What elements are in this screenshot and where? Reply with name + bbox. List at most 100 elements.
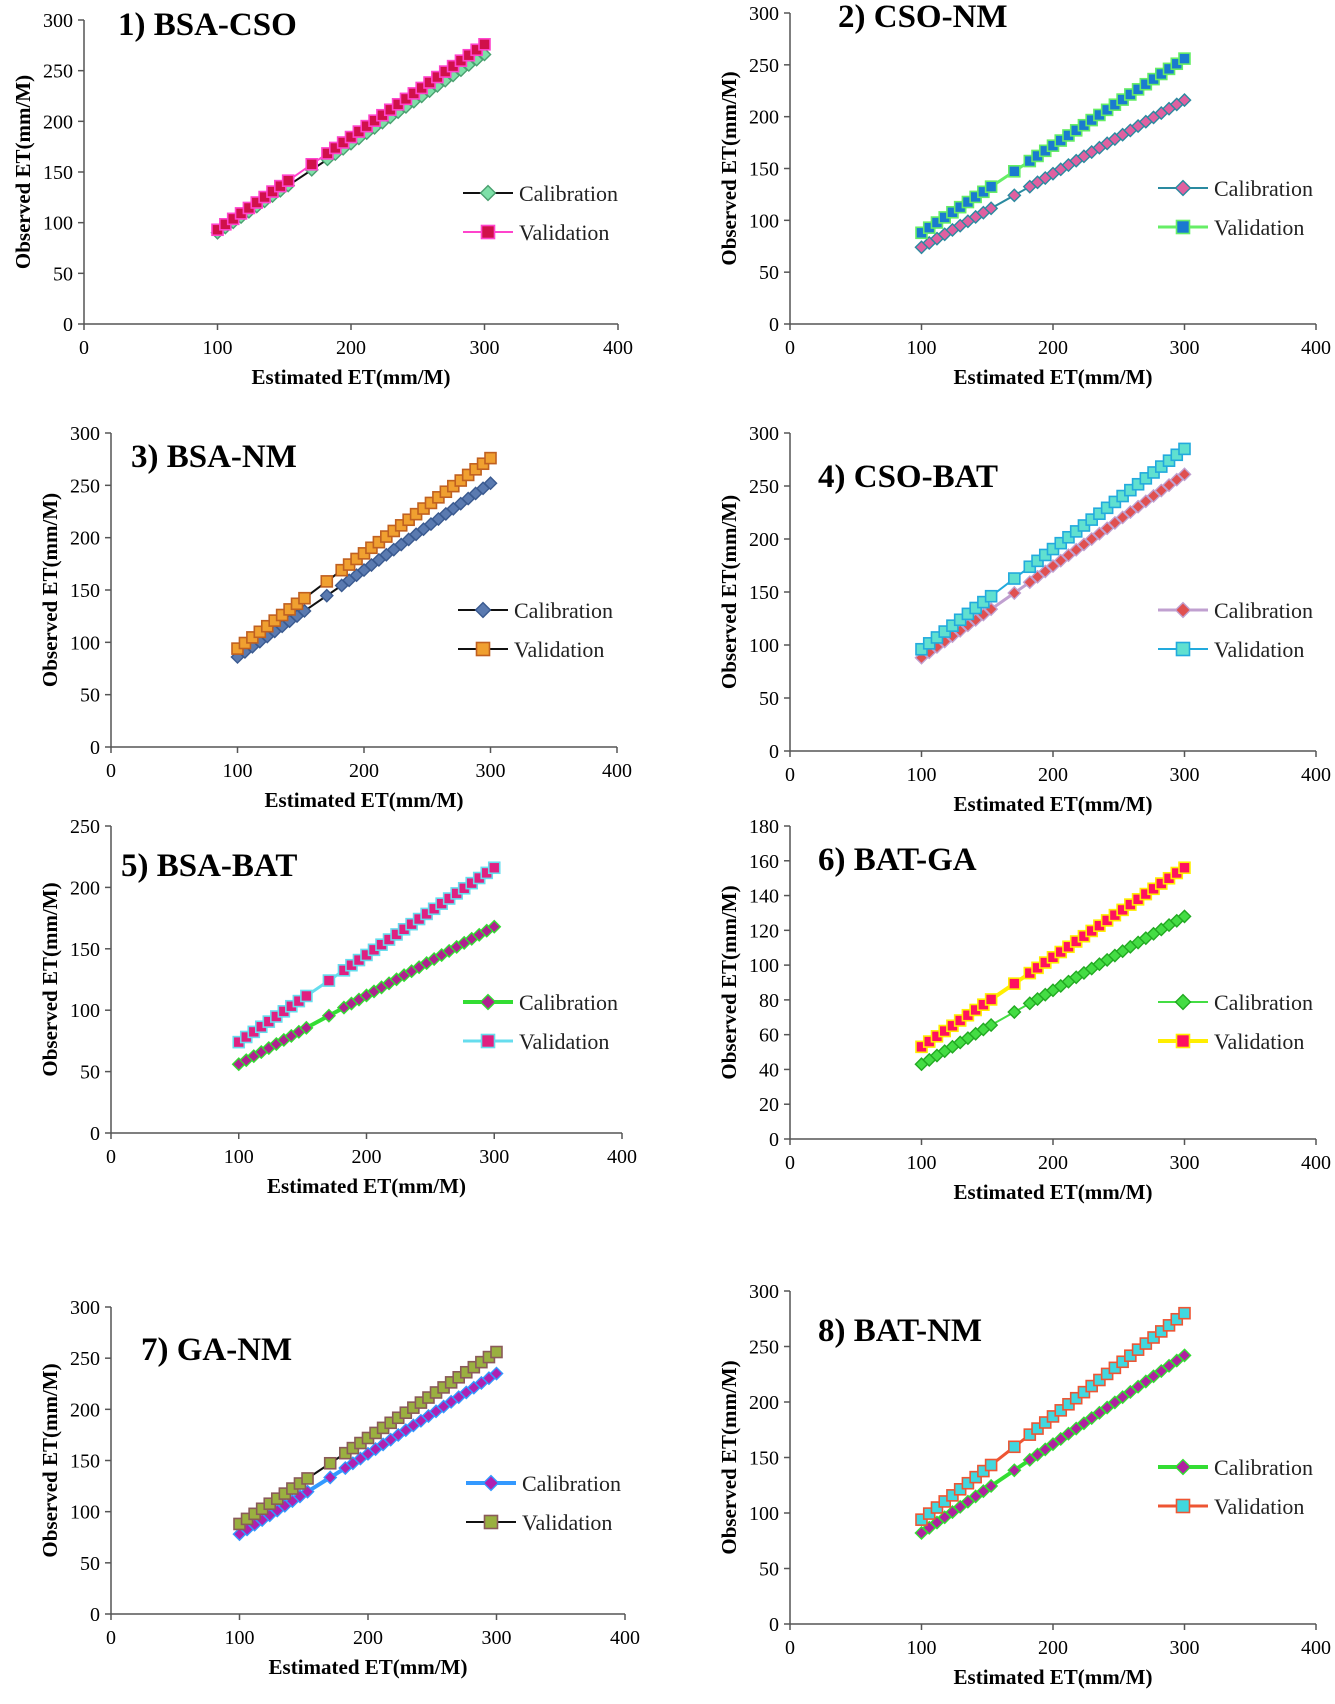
y-tick-label: 0 <box>90 1604 100 1626</box>
chart-6: 0 20 40 60 80 100 120 140 160 180 0 100 200 300 400 Est… <box>717 816 1331 1204</box>
legend-swatch-marker <box>1174 993 1192 1011</box>
legend: Calibration Validation <box>463 181 618 245</box>
legend-swatch-marker <box>1175 1498 1191 1514</box>
x-tick-label: 300 <box>1170 764 1200 786</box>
x-tick-label: 0 <box>106 760 116 782</box>
legend-label: Validation <box>522 1510 612 1535</box>
y-tick-label: 250 <box>70 816 100 838</box>
y-tick-label: 300 <box>70 1297 100 1319</box>
legend-swatch-marker <box>1174 601 1192 619</box>
legend-label: Validation <box>1214 637 1304 662</box>
y-tick-label: 40 <box>759 1059 779 1081</box>
data-point <box>984 201 999 216</box>
y-tick-label: 300 <box>749 3 779 25</box>
y-tick-label: 0 <box>769 741 779 763</box>
y-tick-label: 200 <box>70 877 100 899</box>
series-validation <box>233 1345 503 1531</box>
data-point <box>1178 52 1191 65</box>
data-point <box>478 38 491 51</box>
chart-3: 0 50 100 150 200 250 300 0 100 200 300 400 Estimated… <box>38 423 632 812</box>
data-point <box>1177 1348 1192 1363</box>
y-tick-label: 300 <box>749 423 779 445</box>
y-tick-label: 100 <box>70 1000 100 1022</box>
y-axis-label: Observed ET(mm/M) <box>717 495 741 689</box>
y-tick-label: 0 <box>769 1614 779 1636</box>
y-tick-label: 50 <box>759 688 779 710</box>
data-point <box>323 1456 337 1470</box>
data-point <box>484 451 497 465</box>
y-tick-label: 200 <box>749 1392 779 1414</box>
series-calibration <box>914 93 1192 255</box>
x-tick-label: 200 <box>1038 337 1068 359</box>
x-tick-label: 100 <box>224 1146 254 1168</box>
data-point <box>1008 572 1021 585</box>
legend-label: Validation <box>519 1029 609 1054</box>
x-axis-label: Estimated ET(mm/M) <box>954 1180 1153 1204</box>
y-tick-label: 200 <box>70 528 100 550</box>
y-tick-label: 80 <box>759 990 779 1012</box>
legend: Calibration Validation <box>458 598 613 662</box>
chart-2: 0 50 100 150 200 250 300 0 100 200 300 400 Estimated… <box>717 0 1331 389</box>
y-tick-label: 100 <box>70 632 100 654</box>
y-tick-label: 160 <box>749 851 779 873</box>
y-tick-label: 150 <box>43 162 73 184</box>
legend-label: Calibration <box>519 990 618 1015</box>
x-tick-label: 200 <box>352 1146 382 1168</box>
series-validation <box>231 451 497 655</box>
x-tick-label: 300 <box>476 760 506 782</box>
y-axis-label: Observed ET(mm/M) <box>38 1363 62 1557</box>
chart-5: 0 50 100 150 200 250 0 100 200 300 400 Estimated ET… <box>38 816 637 1198</box>
y-tick-label: 140 <box>749 886 779 908</box>
x-axis-label: Estimated ET(mm/M) <box>954 365 1153 389</box>
x-tick-label: 200 <box>1038 1152 1068 1174</box>
legend-swatch-marker <box>474 601 492 619</box>
chart-title: 7) GA-NM <box>141 1332 292 1368</box>
data-point <box>984 1458 998 1472</box>
y-tick-label: 200 <box>749 107 779 129</box>
chart-8: 0 50 100 150 200 250 300 0 100 200 300 400 Estimated… <box>717 1281 1331 1689</box>
x-tick-label: 0 <box>106 1627 116 1649</box>
y-tick-label: 50 <box>759 262 779 284</box>
x-tick-label: 300 <box>1170 1637 1200 1659</box>
y-tick-label: 0 <box>63 314 73 336</box>
data-point <box>298 591 311 605</box>
x-tick-label: 200 <box>349 760 379 782</box>
x-tick-label: 100 <box>907 1152 937 1174</box>
chart-7: 0 50 100 150 200 250 300 0 100 200 300 400 Estimated… <box>38 1297 640 1679</box>
y-tick-label: 250 <box>43 61 73 83</box>
series-calibration <box>914 467 1192 665</box>
x-tick-label: 200 <box>353 1627 383 1649</box>
data-point <box>1177 93 1192 108</box>
legend-swatch-marker <box>483 1514 499 1530</box>
y-tick-label: 150 <box>70 580 100 602</box>
y-tick-label: 100 <box>749 1503 779 1525</box>
y-tick-label: 50 <box>53 263 73 285</box>
legend-label: Calibration <box>514 598 613 623</box>
data-point <box>1008 977 1021 990</box>
legend: Calibration Validation <box>1158 990 1313 1054</box>
series-validation <box>211 38 491 237</box>
x-tick-label: 0 <box>785 337 795 359</box>
x-tick-label: 0 <box>79 337 89 359</box>
legend-swatch-marker <box>1175 1033 1191 1049</box>
y-tick-label: 150 <box>749 582 779 604</box>
legend-swatch-marker <box>479 184 497 202</box>
x-axis-label: Estimated ET(mm/M) <box>954 1665 1153 1689</box>
legend: Calibration Validation <box>1158 176 1313 240</box>
y-tick-label: 300 <box>749 1281 779 1303</box>
data-point <box>1008 165 1021 178</box>
data-point <box>301 1472 314 1485</box>
data-point <box>487 861 501 875</box>
legend: Calibration Validation <box>463 990 618 1054</box>
y-tick-label: 180 <box>749 816 779 838</box>
y-tick-label: 150 <box>70 939 100 961</box>
legend-swatch-marker <box>479 993 497 1011</box>
chart-4: 0 50 100 150 200 250 300 0 100 200 300 400 Estimated… <box>717 423 1331 816</box>
data-point <box>323 1470 338 1485</box>
legend-swatch-marker <box>475 641 491 657</box>
y-tick-label: 300 <box>70 423 100 445</box>
data-point <box>1007 188 1022 203</box>
x-tick-label: 0 <box>785 1152 795 1174</box>
legend-label: Validation <box>514 637 604 662</box>
